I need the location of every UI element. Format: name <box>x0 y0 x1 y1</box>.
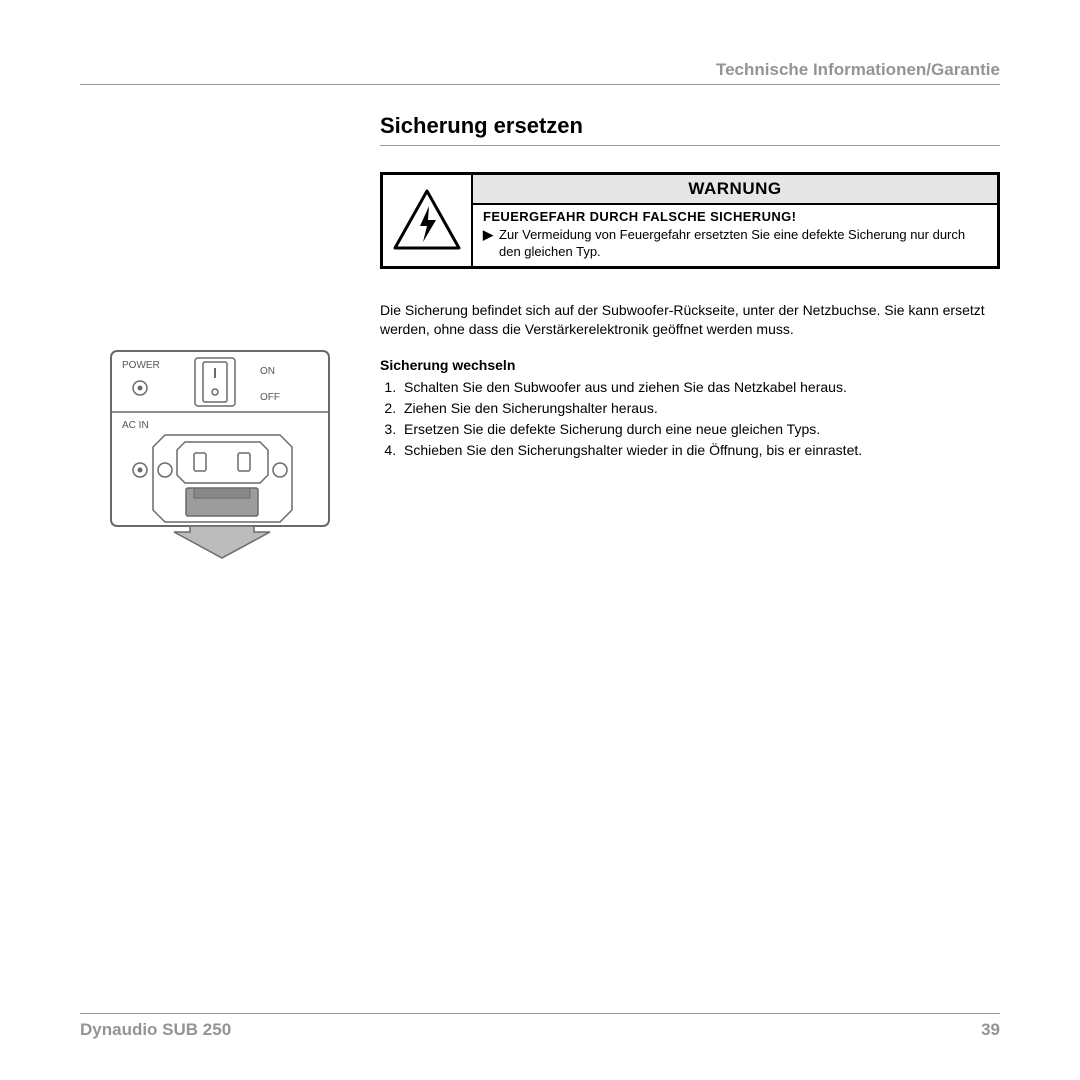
section-title: Sicherung ersetzen <box>380 113 1000 146</box>
list-item: Schalten Sie den Subwoofer aus und ziehe… <box>400 377 1000 398</box>
footer-product: Dynaudio SUB 250 <box>80 1020 231 1040</box>
list-item: Ziehen Sie den Sicherungshalter heraus. <box>400 398 1000 419</box>
diagram-label-on: ON <box>260 366 275 377</box>
warning-icon-cell <box>383 175 473 266</box>
diagram-label-off: OFF <box>260 392 280 403</box>
footer-page-number: 39 <box>981 1020 1000 1040</box>
intro-paragraph: Die Sicherung befindet sich auf der Subw… <box>380 301 1000 339</box>
warning-title: WARNUNG <box>473 175 997 205</box>
power-panel-diagram: POWER ON OFF AC IN <box>110 350 330 565</box>
warning-subhead: FEUERGEFAHR DURCH FALSCHE SICHERUNG! <box>483 209 987 225</box>
page-header: Technische Informationen/Garantie <box>80 60 1000 85</box>
warning-box: WARNUNG FEUERGEFAHR DURCH FALSCHE SICHER… <box>380 172 1000 269</box>
voltage-warning-icon <box>392 188 462 252</box>
warning-bullet-icon: ▶ <box>483 227 493 260</box>
diagram-label-acin: AC IN <box>122 420 149 431</box>
steps-list: Schalten Sie den Subwoofer aus und ziehe… <box>380 377 1000 461</box>
list-item: Ersetzen Sie die defekte Sicherung durch… <box>400 419 1000 440</box>
page-footer: Dynaudio SUB 250 39 <box>80 1013 1000 1040</box>
warning-text: Zur Vermeidung von Feuergefahr ersetzten… <box>499 227 987 260</box>
list-item: Schieben Sie den Sicherungshalter wieder… <box>400 440 1000 461</box>
diagram-label-power: POWER <box>122 360 160 371</box>
steps-heading: Sicherung wechseln <box>380 357 1000 373</box>
